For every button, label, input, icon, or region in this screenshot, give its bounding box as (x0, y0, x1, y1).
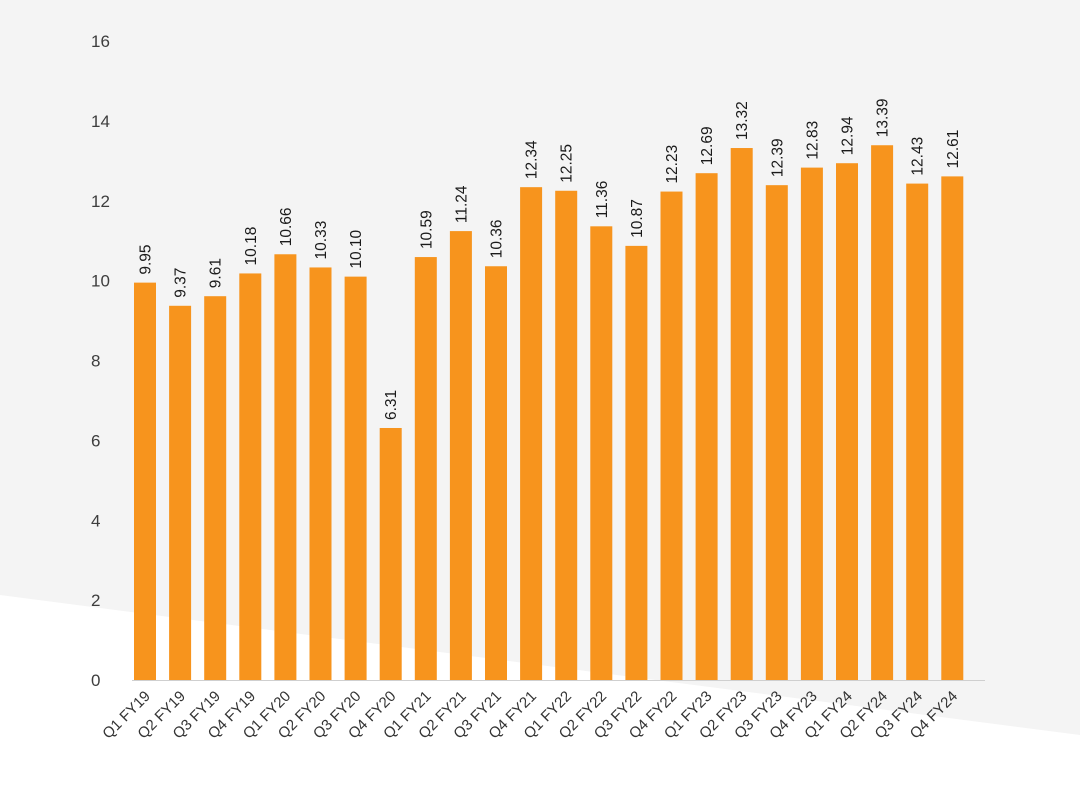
bar-value-label: 10.66 (278, 207, 295, 246)
bar-value-label: 12.39 (769, 138, 786, 177)
y-tick-label: 4 (91, 511, 100, 530)
bar (836, 163, 858, 680)
bar (274, 254, 297, 680)
bar (344, 276, 367, 680)
bar-value-label: 11.24 (453, 185, 470, 223)
y-tick-label: 8 (91, 352, 100, 371)
bar (414, 257, 437, 680)
bar (765, 185, 788, 681)
bars (134, 145, 964, 681)
bar (169, 305, 192, 680)
bar-value-label: 9.95 (138, 244, 155, 274)
bar-value-label: 10.18 (243, 227, 260, 266)
bar (625, 245, 648, 680)
y-tick-label: 2 (91, 591, 100, 610)
y-tick-label: 6 (91, 431, 100, 450)
bar-value-label: 6.31 (383, 390, 400, 420)
bar-value-label: 12.69 (699, 126, 716, 165)
bar-value-label: 12.23 (664, 145, 681, 184)
y-tick-label: 12 (91, 192, 110, 211)
bar (134, 282, 156, 680)
bar (871, 145, 894, 681)
bar-value-label: 10.33 (313, 221, 330, 260)
bar (660, 191, 683, 680)
bar-value-label: 9.37 (173, 268, 190, 298)
bar-value-label: 13.39 (875, 98, 892, 137)
y-tick-label: 0 (91, 671, 100, 690)
bar-value-label: 10.87 (629, 199, 646, 238)
bar (379, 427, 402, 680)
bar-value-label: 12.25 (559, 144, 576, 183)
bar (590, 226, 613, 680)
bar (730, 148, 753, 680)
bar-value-label: 12.34 (524, 140, 541, 179)
bar (800, 167, 823, 681)
bar (309, 267, 332, 680)
bar (239, 273, 262, 680)
y-tick-label: 14 (91, 112, 110, 131)
bar-value-label: 9.61 (208, 258, 225, 288)
bar (906, 183, 929, 680)
value-labels: 9.95 9.37 9.61 10.18 10.66 10.33 10.10 6.31 10.5… (138, 98, 962, 420)
bar (520, 187, 543, 681)
bar (695, 173, 718, 680)
bar-value-label: 12.83 (804, 121, 821, 160)
bar-value-label: 13.32 (734, 101, 751, 140)
bar-value-label: 12.61 (945, 130, 962, 169)
y-tick-label: 10 (91, 272, 110, 291)
bar (204, 296, 227, 680)
bar-value-label: 10.59 (418, 210, 435, 249)
bar-value-label: 12.94 (840, 116, 857, 155)
bar (485, 266, 507, 680)
bar (941, 176, 964, 680)
y-tick-label: 16 (91, 32, 110, 51)
bar (449, 231, 472, 680)
bar-value-label: 10.36 (489, 219, 506, 258)
bar-value-label: 11.36 (594, 181, 611, 219)
bar-value-label: 12.43 (910, 137, 927, 176)
bar (555, 190, 578, 680)
y-axis: 0 2 4 6 8 10 12 14 16 (91, 32, 110, 690)
bar-value-label: 10.10 (348, 229, 365, 268)
